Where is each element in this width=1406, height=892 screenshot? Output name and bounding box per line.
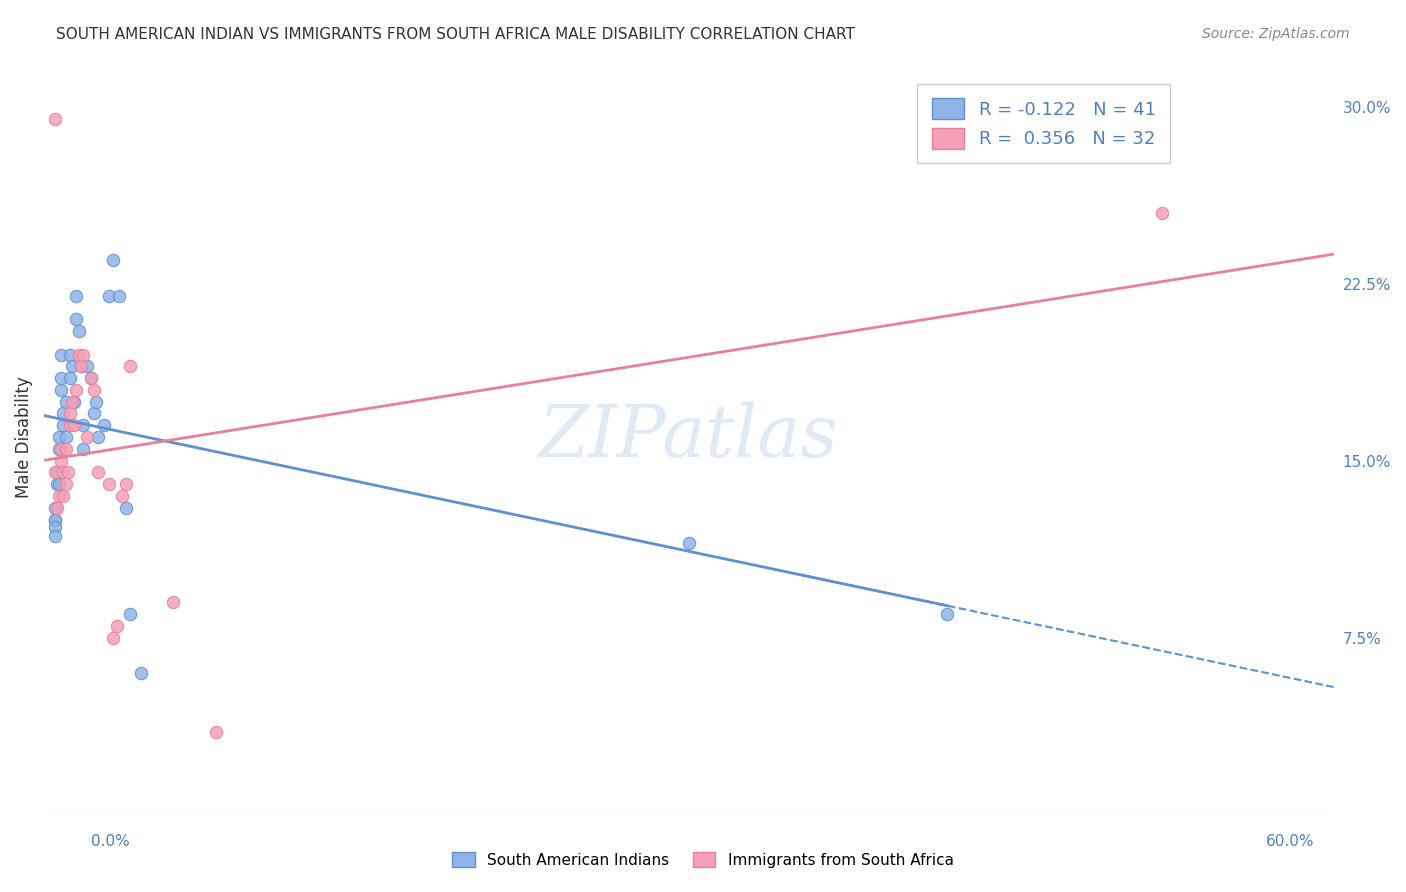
Point <box>46 477 69 491</box>
Point <box>60 394 83 409</box>
Point <box>65 383 87 397</box>
Point <box>44 466 66 480</box>
Point <box>63 394 86 409</box>
Point <box>67 324 90 338</box>
Point <box>678 536 700 550</box>
Point <box>44 500 66 515</box>
Point <box>44 112 66 126</box>
Point <box>56 466 79 480</box>
Point <box>44 520 66 534</box>
Point <box>87 430 110 444</box>
Point <box>46 500 69 515</box>
Legend: R = -0.122   N = 41, R =  0.356   N = 32: R = -0.122 N = 41, R = 0.356 N = 32 <box>918 84 1170 163</box>
Point <box>101 253 124 268</box>
Point <box>46 466 69 480</box>
Point <box>48 489 70 503</box>
Point <box>80 371 103 385</box>
Point <box>129 665 152 680</box>
Point <box>72 418 94 433</box>
Point <box>65 288 87 302</box>
Point <box>44 513 66 527</box>
Point <box>55 477 77 491</box>
Text: Source: ZipAtlas.com: Source: ZipAtlas.com <box>1202 27 1350 41</box>
Point <box>69 359 91 374</box>
Point <box>59 418 82 433</box>
Point <box>76 430 98 444</box>
Point <box>65 312 87 326</box>
Point <box>52 418 75 433</box>
Point <box>936 607 959 621</box>
Point <box>80 371 103 385</box>
Point <box>59 407 82 421</box>
Point <box>162 595 184 609</box>
Point <box>72 442 94 456</box>
Text: 0.0%: 0.0% <box>91 834 131 849</box>
Point <box>83 407 105 421</box>
Point <box>48 442 70 456</box>
Point <box>44 513 66 527</box>
Point <box>108 288 131 302</box>
Point <box>51 383 73 397</box>
Point <box>51 347 73 361</box>
Point <box>83 383 105 397</box>
Point <box>51 442 73 456</box>
Point <box>84 394 107 409</box>
Point <box>114 500 136 515</box>
Point <box>51 371 73 385</box>
Point <box>105 619 128 633</box>
Point <box>48 477 70 491</box>
Point <box>87 466 110 480</box>
Point <box>76 359 98 374</box>
Point <box>67 347 90 361</box>
Point <box>59 347 82 361</box>
Point <box>120 607 142 621</box>
Text: 60.0%: 60.0% <box>1267 834 1315 849</box>
Point <box>59 371 82 385</box>
Legend: South American Indians, Immigrants from South Africa: South American Indians, Immigrants from … <box>444 844 962 875</box>
Point <box>55 442 77 456</box>
Point <box>120 359 142 374</box>
Point <box>60 359 83 374</box>
Point <box>69 359 91 374</box>
Point <box>97 477 120 491</box>
Y-axis label: Male Disability: Male Disability <box>15 376 32 498</box>
Point <box>48 430 70 444</box>
Point <box>52 466 75 480</box>
Text: SOUTH AMERICAN INDIAN VS IMMIGRANTS FROM SOUTH AFRICA MALE DISABILITY CORRELATIO: SOUTH AMERICAN INDIAN VS IMMIGRANTS FROM… <box>56 27 855 42</box>
Point <box>97 288 120 302</box>
Point <box>51 453 73 467</box>
Point <box>93 418 115 433</box>
Point <box>52 407 75 421</box>
Point <box>72 347 94 361</box>
Point <box>63 418 86 433</box>
Point <box>55 430 77 444</box>
Point <box>101 631 124 645</box>
Point <box>114 477 136 491</box>
Point <box>205 725 228 739</box>
Text: ZIPatlas: ZIPatlas <box>540 401 839 473</box>
Point <box>55 394 77 409</box>
Point <box>44 529 66 543</box>
Point <box>110 489 132 503</box>
Point <box>52 489 75 503</box>
Point <box>1152 206 1174 220</box>
